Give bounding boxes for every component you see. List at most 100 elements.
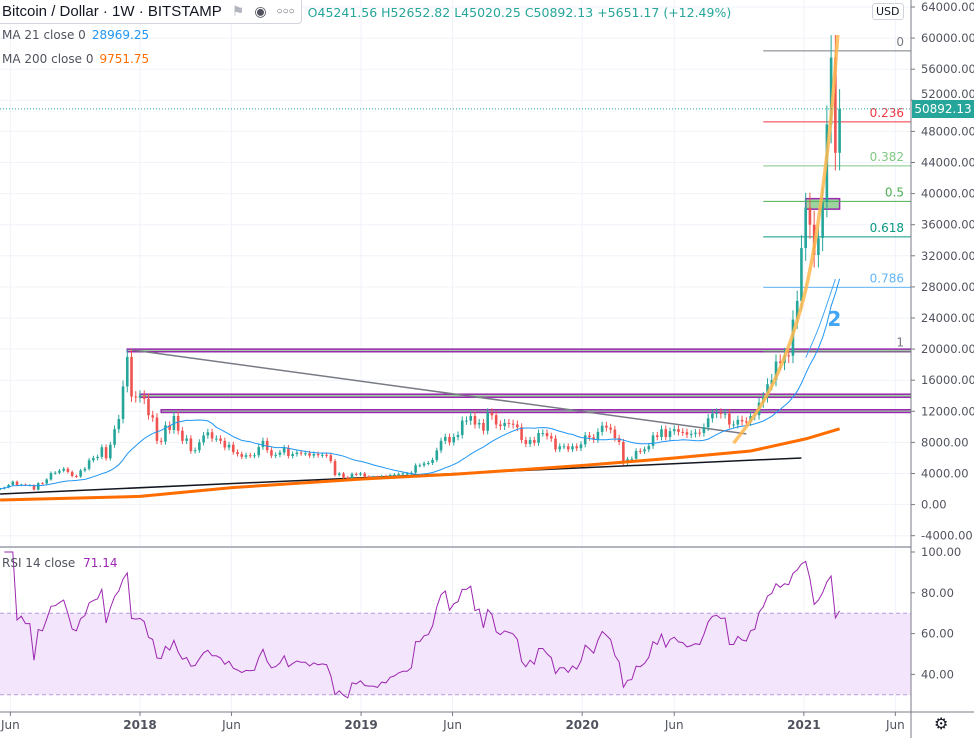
price-tick-label: 28000.00 bbox=[921, 280, 974, 294]
candle bbox=[7, 484, 10, 489]
candle-body bbox=[490, 412, 494, 416]
candle-body bbox=[350, 473, 354, 480]
candle-body bbox=[592, 437, 595, 440]
candle-body bbox=[257, 447, 261, 456]
candle-body bbox=[109, 444, 112, 459]
candle-body bbox=[367, 476, 371, 478]
candle-body bbox=[452, 436, 456, 443]
candle-body bbox=[299, 452, 303, 454]
candle-body bbox=[261, 440, 265, 448]
candle-body bbox=[53, 472, 57, 474]
candle-body bbox=[15, 481, 19, 486]
candle-body bbox=[486, 412, 489, 431]
candle bbox=[75, 474, 78, 478]
candle-body bbox=[117, 419, 121, 430]
candle-body bbox=[244, 455, 248, 457]
candle-body bbox=[142, 395, 146, 399]
candle-body bbox=[189, 438, 193, 451]
candle bbox=[443, 433, 447, 445]
candle-body bbox=[134, 396, 138, 398]
candle bbox=[45, 478, 49, 485]
candle-body bbox=[274, 454, 277, 456]
candle-body bbox=[79, 470, 82, 477]
candle bbox=[155, 413, 159, 445]
candle-body bbox=[253, 455, 256, 457]
candle bbox=[193, 447, 197, 454]
candle-body bbox=[159, 440, 163, 442]
parabolic-curve bbox=[732, 34, 840, 445]
candle bbox=[151, 410, 155, 422]
candle bbox=[524, 436, 528, 447]
candle-body bbox=[87, 460, 91, 469]
candle-body bbox=[588, 435, 591, 438]
fib-level-label: 0.382 bbox=[870, 150, 904, 164]
currency-button[interactable]: USD bbox=[872, 3, 904, 20]
candle bbox=[473, 411, 477, 429]
candle-body bbox=[516, 424, 519, 428]
fib-level-label: 0.618 bbox=[870, 221, 904, 235]
candle bbox=[655, 431, 659, 441]
time-tick-label: Jun bbox=[442, 718, 462, 732]
candle-body bbox=[75, 475, 78, 477]
candle-body bbox=[431, 459, 434, 464]
eye-icon[interactable]: ◉ bbox=[254, 3, 267, 19]
price-tick-label: 0.00 bbox=[921, 498, 947, 512]
candle bbox=[672, 425, 676, 435]
candle bbox=[138, 390, 142, 403]
candle-body bbox=[685, 432, 689, 435]
rsi-legend[interactable]: RSI 14 close 71.14 bbox=[2, 556, 118, 570]
candle bbox=[465, 416, 468, 425]
candle-body bbox=[206, 432, 210, 436]
candle-body bbox=[236, 452, 239, 455]
more-icon[interactable]: ○○○ bbox=[276, 6, 295, 17]
candle bbox=[800, 235, 803, 312]
candle-body bbox=[545, 433, 549, 437]
time-tick-label: 2018 bbox=[123, 718, 156, 732]
candle bbox=[554, 435, 557, 453]
candle bbox=[740, 415, 744, 426]
candle-body bbox=[427, 463, 430, 465]
candle bbox=[427, 460, 430, 466]
price-tick-label: 20000.00 bbox=[921, 342, 974, 356]
candle bbox=[83, 467, 87, 473]
candle bbox=[596, 428, 600, 443]
candle-body bbox=[558, 446, 562, 450]
candle-body bbox=[732, 424, 735, 426]
time-tick-label: 2019 bbox=[344, 718, 377, 732]
candle bbox=[477, 418, 481, 429]
candle bbox=[838, 89, 841, 171]
candle bbox=[723, 409, 727, 419]
candle-body bbox=[554, 438, 557, 450]
symbol-header[interactable]: Bitcoin / Dollar · 1W · BITSTAMP ⚑ ◉ ○○○ bbox=[0, 0, 302, 24]
price-axis: 64000.00 60000.00 56000.00 52000.00 48000.00… bbox=[911, 0, 974, 543]
candle-body bbox=[304, 453, 307, 455]
ma200-legend[interactable]: MA 200 close 0 9751.75 bbox=[2, 52, 149, 66]
candle-body bbox=[397, 473, 400, 475]
candle-body bbox=[337, 473, 341, 476]
price-pane: 0 0.236 0.382 0.5 0.618 0.786 1 2 bbox=[0, 34, 911, 502]
candle-body bbox=[291, 454, 294, 457]
candle-body bbox=[312, 454, 316, 456]
candle-body bbox=[503, 422, 506, 427]
settings-gear-icon[interactable]: ⚙ bbox=[934, 714, 949, 733]
candle bbox=[558, 443, 562, 453]
ohlc-high: H52652.82 bbox=[381, 4, 451, 20]
candle bbox=[231, 441, 235, 455]
candle-body bbox=[193, 450, 197, 452]
candle bbox=[732, 420, 735, 429]
candle-body bbox=[740, 419, 744, 422]
ma21-legend[interactable]: MA 21 close 0 28969.25 bbox=[2, 28, 149, 42]
candle-body bbox=[808, 207, 812, 225]
candle-body bbox=[630, 458, 634, 460]
candle bbox=[617, 434, 621, 446]
candle bbox=[291, 451, 294, 459]
candle bbox=[210, 428, 214, 442]
candle-body bbox=[41, 483, 44, 485]
candle bbox=[698, 429, 701, 437]
candle-body bbox=[668, 431, 672, 437]
candle bbox=[486, 408, 489, 435]
flag-icon[interactable]: ⚑ bbox=[231, 3, 245, 19]
price-tick-label: 44000.00 bbox=[921, 156, 974, 170]
candle-body bbox=[181, 430, 184, 441]
